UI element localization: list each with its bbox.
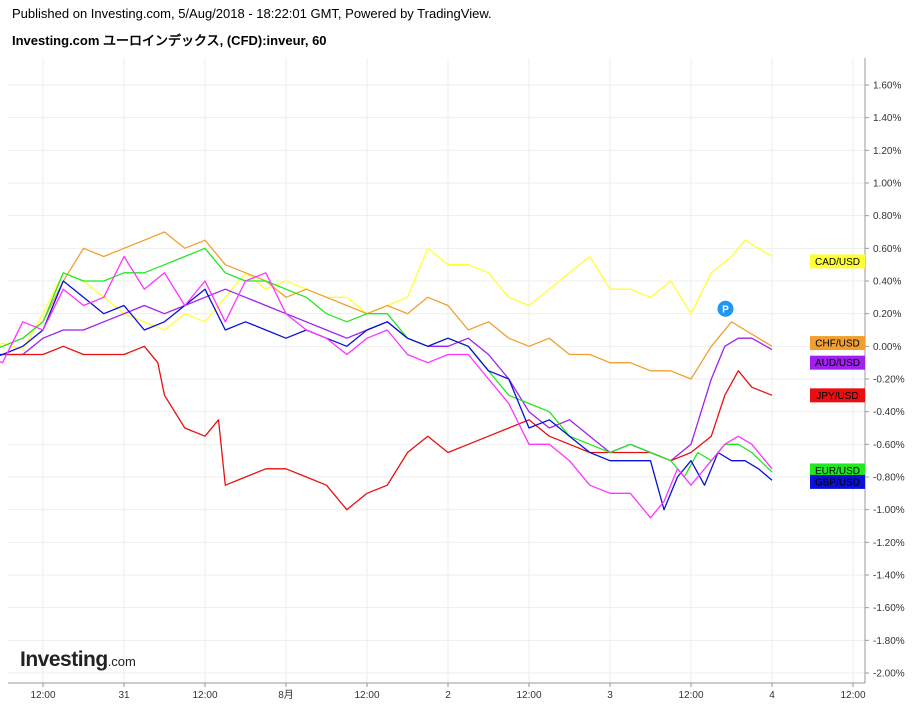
y-tick-label: -0.40% bbox=[873, 407, 905, 418]
y-tick-label: 0.80% bbox=[873, 211, 901, 222]
x-tick-label: 4 bbox=[769, 690, 775, 701]
x-tick-label: 2 bbox=[445, 690, 451, 701]
y-tick-label: -1.40% bbox=[873, 571, 905, 582]
event-marker-label: P bbox=[722, 304, 729, 315]
y-tick-label: -1.00% bbox=[873, 505, 905, 516]
plot-background bbox=[8, 58, 865, 683]
y-tick-label: 0.40% bbox=[873, 277, 901, 288]
end-label-text: CAD/USD bbox=[815, 257, 860, 268]
y-tick-label: -1.60% bbox=[873, 603, 905, 614]
end-label-text: GBP/USD bbox=[815, 477, 860, 488]
x-tick-label: 3 bbox=[607, 690, 613, 701]
x-tick-label: 12:00 bbox=[516, 690, 541, 701]
y-tick-label: -1.80% bbox=[873, 636, 905, 647]
x-tick-label: 12:00 bbox=[30, 690, 55, 701]
y-tick-label: 0.60% bbox=[873, 244, 901, 255]
y-tick-label: 1.60% bbox=[873, 81, 901, 92]
y-tick-label: 1.20% bbox=[873, 146, 901, 157]
x-tick-label: 12:00 bbox=[678, 690, 703, 701]
x-tick-label: 12:00 bbox=[192, 690, 217, 701]
y-tick-label: 1.00% bbox=[873, 179, 901, 190]
y-tick-label: -2.00% bbox=[873, 669, 905, 680]
end-label-text: JPY/USD bbox=[816, 391, 858, 402]
x-tick-label: 31 bbox=[118, 690, 130, 701]
x-tick-label: 8月 bbox=[278, 689, 294, 701]
investing-logo: Investing.com bbox=[20, 648, 136, 672]
y-tick-label: 1.40% bbox=[873, 113, 901, 124]
y-tick-label: -1.20% bbox=[873, 538, 905, 549]
grid bbox=[8, 58, 865, 683]
end-label-text: CHF/USD bbox=[815, 339, 859, 350]
y-tick-label: -0.80% bbox=[873, 473, 905, 484]
x-tick-label: 12:00 bbox=[354, 690, 379, 701]
y-tick-label: 0.00% bbox=[873, 342, 901, 353]
y-tick-label: 0.20% bbox=[873, 309, 901, 320]
y-tick-label: -0.20% bbox=[873, 375, 905, 386]
end-label-text: AUD/USD bbox=[815, 358, 860, 369]
y-tick-label: -0.60% bbox=[873, 440, 905, 451]
x-tick-label: 12:00 bbox=[840, 690, 865, 701]
